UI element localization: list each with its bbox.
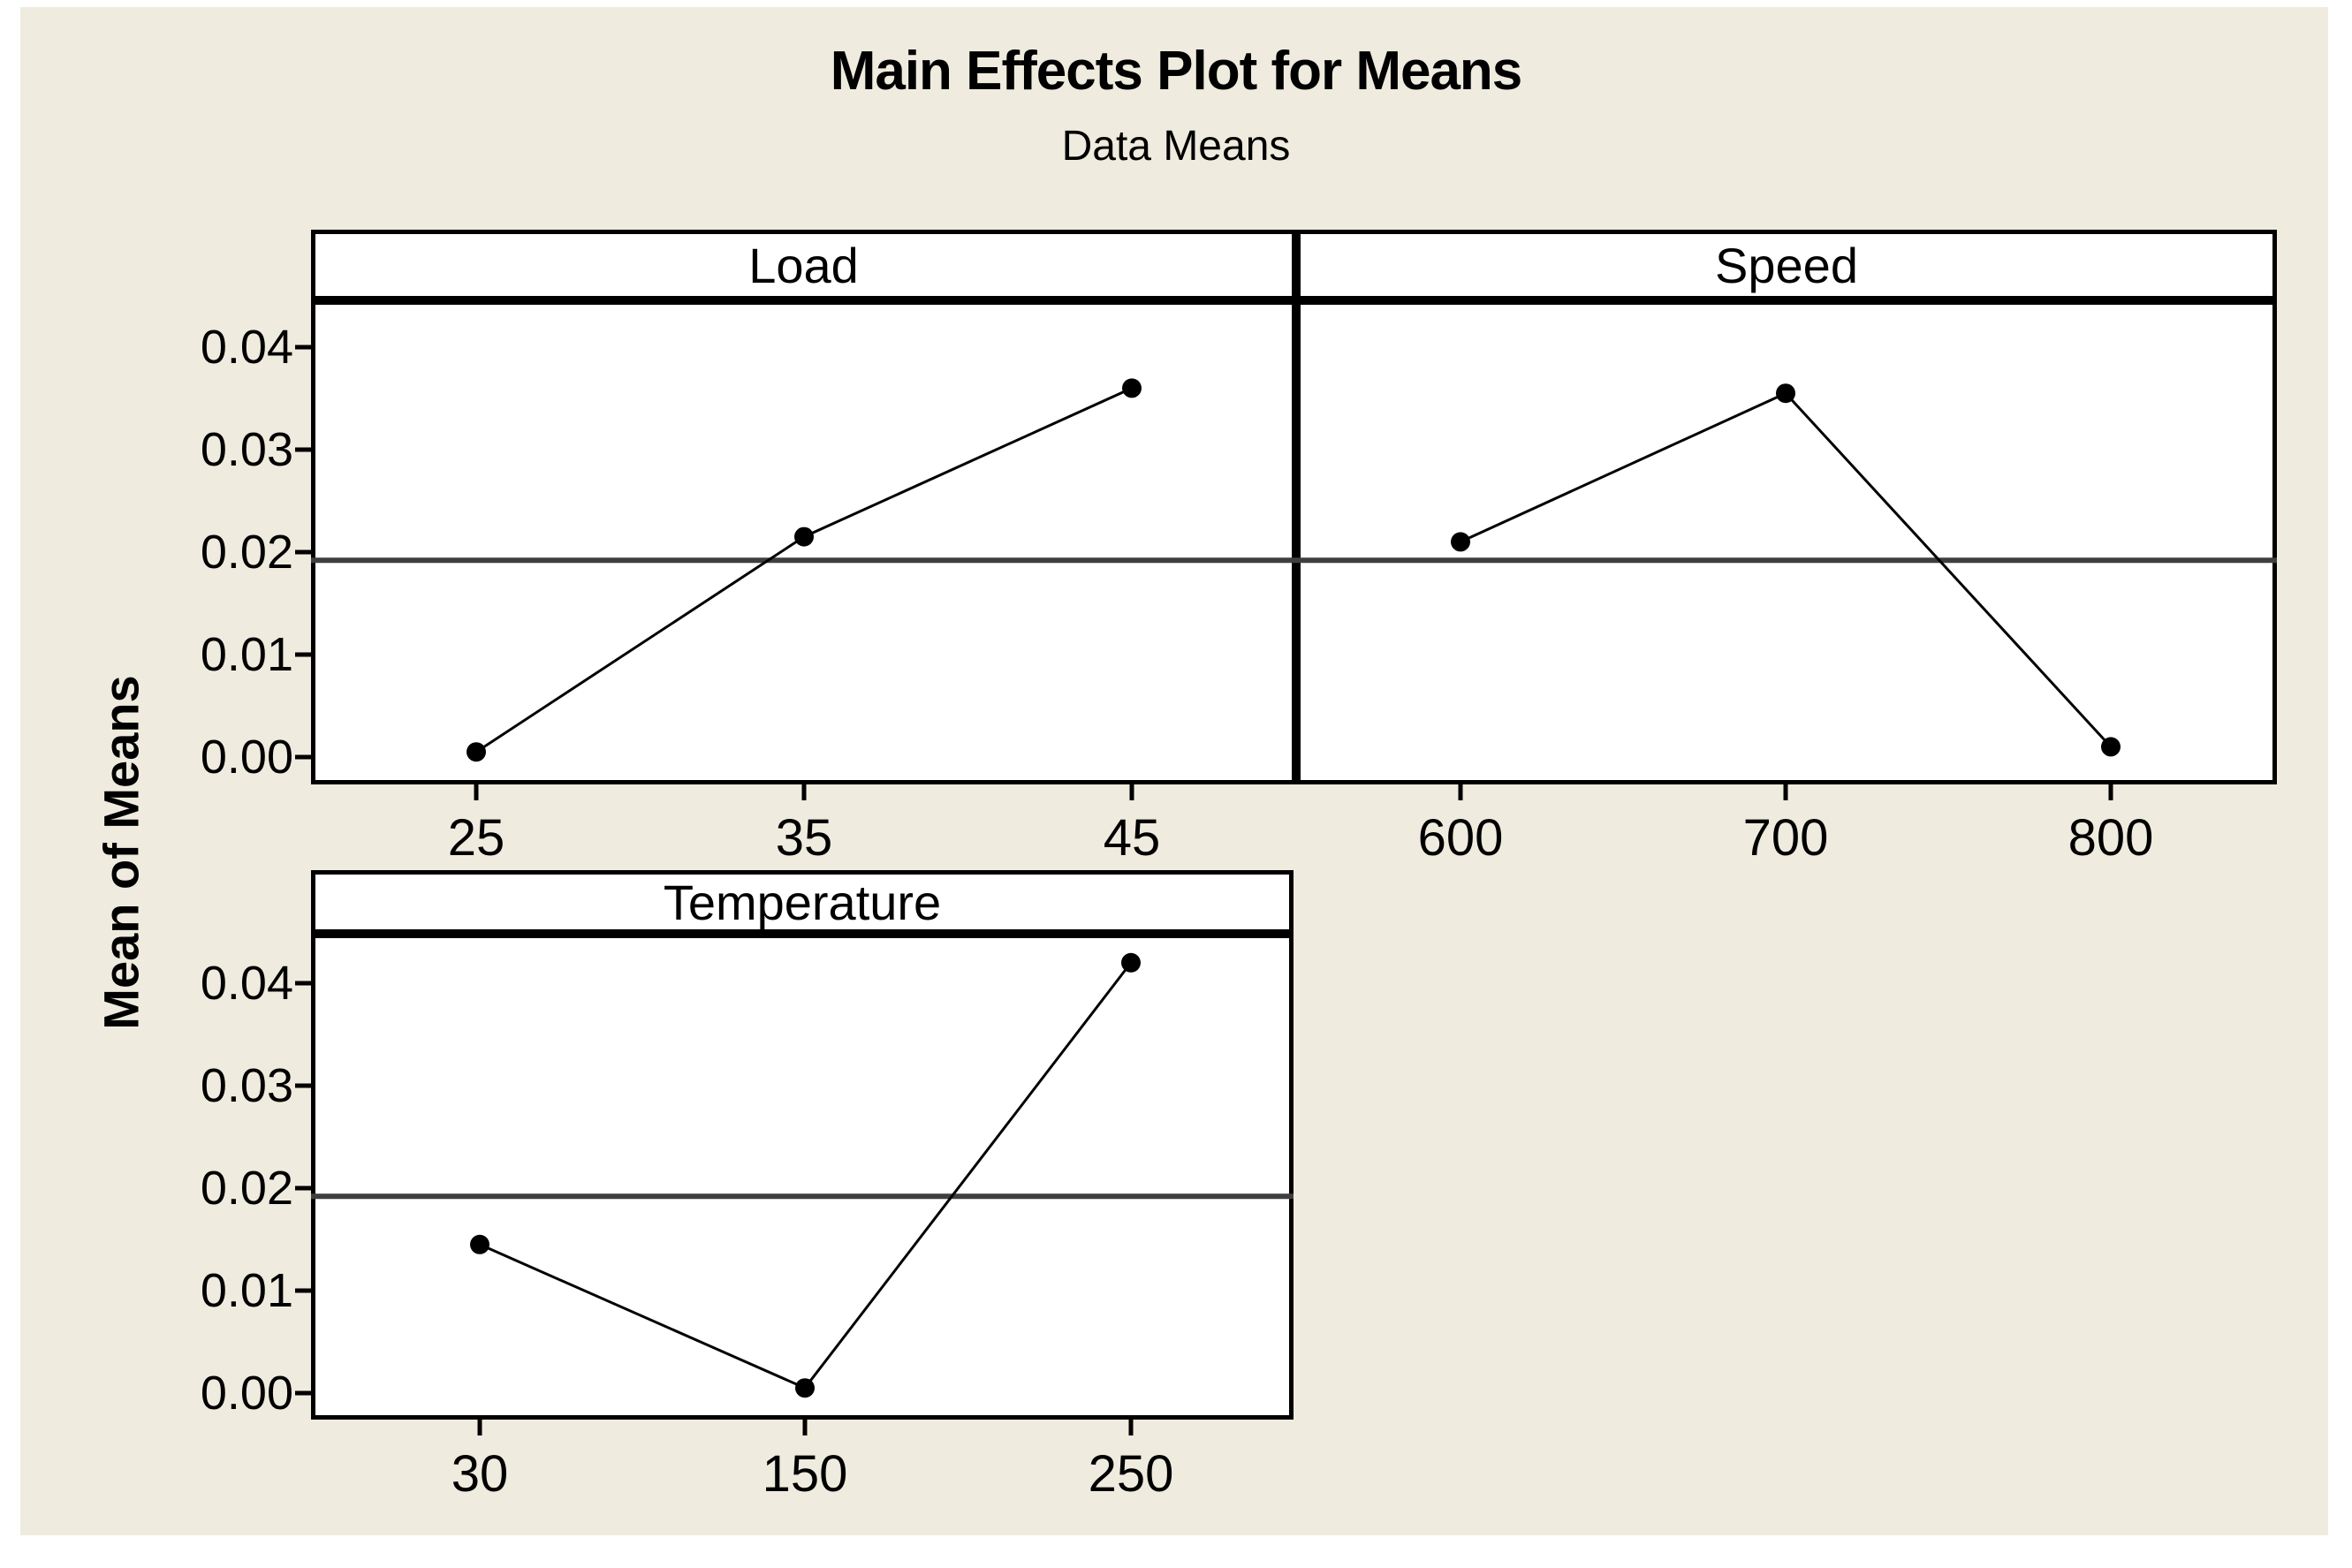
- y-tick-label: 0.01: [200, 1264, 293, 1317]
- x-tick-label: 250: [1088, 1445, 1174, 1503]
- y-tick-label: 0.00: [200, 731, 293, 784]
- y-tick-label: 0.01: [200, 628, 293, 681]
- panel-header-speed: Speed: [1715, 237, 1858, 293]
- chart-subtitle: Data Means: [1061, 123, 1291, 170]
- chart-title: Main Effects Plot for Means: [830, 41, 1523, 102]
- x-tick-label: 150: [762, 1445, 848, 1503]
- panel-header-load: Load: [748, 237, 859, 293]
- y-tick-label: 0.02: [200, 526, 293, 579]
- x-tick-label: 45: [1103, 809, 1161, 867]
- y-tick-label: 0.04: [200, 321, 293, 374]
- panel-header-temperature: Temperature: [663, 874, 942, 930]
- y-tick-label: 0.03: [200, 1059, 293, 1112]
- y-tick-label: 0.04: [200, 957, 293, 1010]
- x-tick-label: 700: [1742, 809, 1829, 867]
- y-tick-label: 0.03: [200, 423, 293, 476]
- x-tick-label: 600: [1417, 809, 1504, 867]
- x-tick-label: 25: [447, 809, 505, 867]
- x-tick-label: 30: [451, 1445, 509, 1503]
- y-tick-label: 0.00: [200, 1367, 293, 1420]
- x-tick-label: 35: [775, 809, 833, 867]
- x-tick-label: 800: [2067, 809, 2154, 867]
- y-tick-label: 0.02: [200, 1162, 293, 1215]
